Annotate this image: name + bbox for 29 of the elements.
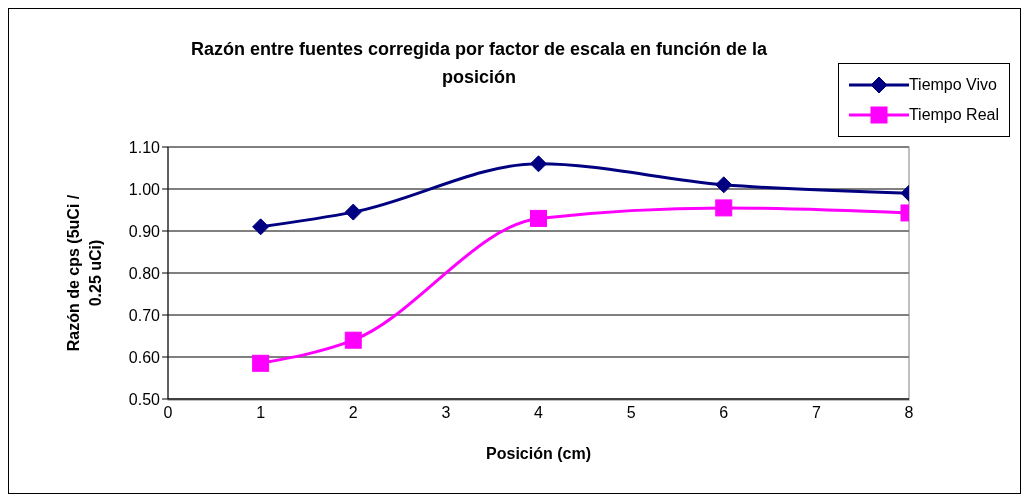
y-tick-label: 0.60 xyxy=(128,348,161,366)
y-tick-label: 0.90 xyxy=(128,222,161,240)
y-tick-label: 1.00 xyxy=(128,180,161,198)
point xyxy=(252,218,270,236)
legend-label: Tiempo Real xyxy=(908,106,999,124)
point xyxy=(530,209,547,227)
point xyxy=(715,199,733,217)
chart-title: Razón entre fuentes corregida por factor de escala en función de la posición xyxy=(189,38,769,89)
y-tick-label: 0.80 xyxy=(128,264,161,282)
x-tick-label: 4 xyxy=(534,404,544,422)
y-axis-title: Razón de cps (5uCi / 0.25 uCi) xyxy=(65,194,104,352)
point xyxy=(252,354,270,372)
y-tick-label: 0.70 xyxy=(128,306,161,324)
point xyxy=(344,331,362,349)
point xyxy=(344,203,362,221)
legend-label: Tiempo Vivo xyxy=(908,76,997,94)
x-tick-label: 7 xyxy=(811,404,821,422)
x-tick-label: 2 xyxy=(348,404,358,422)
x-tick-label: 8 xyxy=(904,404,914,422)
x-axis-title: Posición (cm) xyxy=(486,445,591,462)
x-tick-label: 1 xyxy=(256,404,266,422)
x-tick-label: 5 xyxy=(626,404,636,422)
x-tick-label: 0 xyxy=(163,404,173,422)
x-tick-label: 3 xyxy=(441,404,451,422)
point xyxy=(715,176,733,194)
y-tick-label: 1.10 xyxy=(128,138,161,156)
y-tick-label: 0.50 xyxy=(128,390,161,408)
x-tick-label: 6 xyxy=(719,404,729,422)
point xyxy=(530,155,547,173)
